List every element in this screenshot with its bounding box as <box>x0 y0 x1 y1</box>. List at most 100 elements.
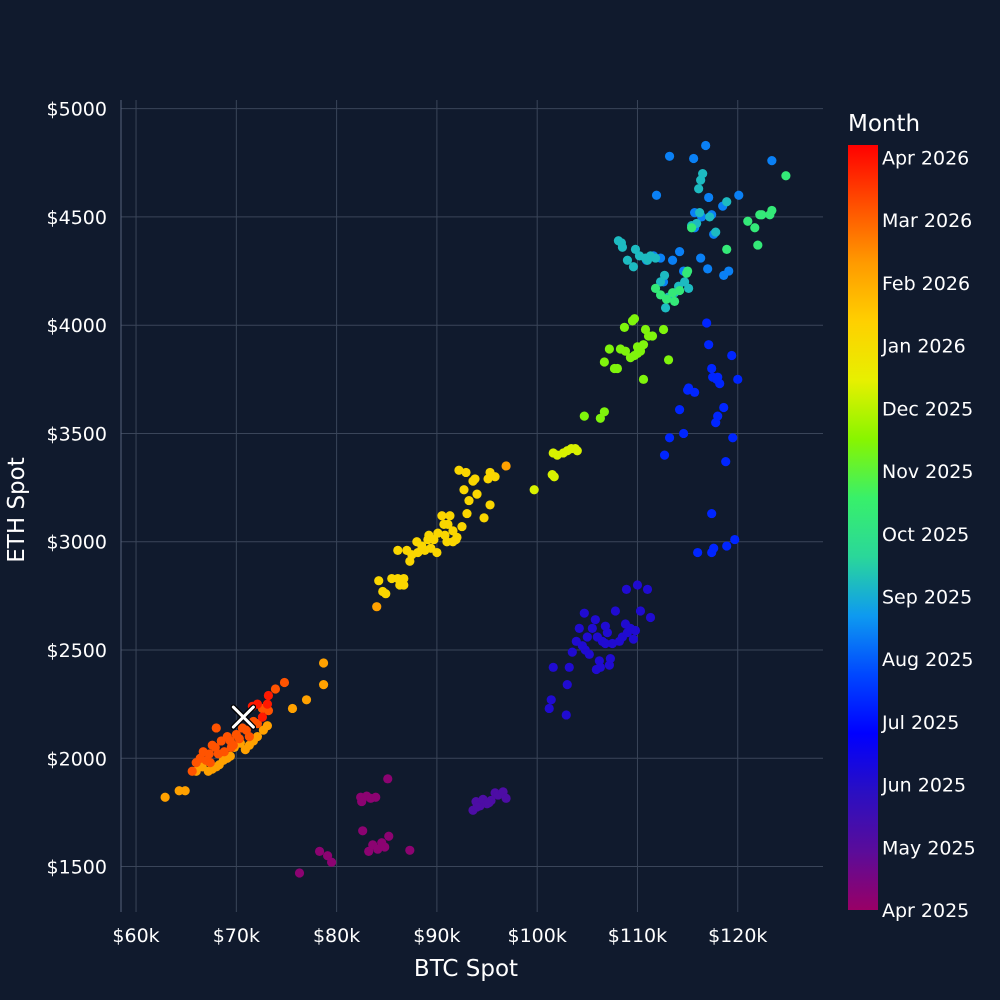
colorbar-tick-label: Feb 2026 <box>882 273 970 295</box>
data-point <box>767 205 777 216</box>
y-tick-label: $3000 <box>47 532 107 554</box>
data-point <box>262 721 273 731</box>
data-point <box>600 638 610 649</box>
data-point <box>667 288 678 298</box>
data-point <box>595 413 605 423</box>
data-point <box>679 428 689 439</box>
data-point <box>424 530 434 540</box>
colorbar-tick-label: Mar 2026 <box>882 210 972 232</box>
data-point <box>462 508 472 519</box>
data-point <box>262 699 273 709</box>
data-point <box>642 255 653 265</box>
color-scale-legend: Month Apr 2025 May 2025 Jun 2025 Jul 2025 Au… <box>848 111 976 922</box>
data-point <box>180 786 190 796</box>
data-point <box>412 537 422 547</box>
data-point <box>234 734 244 744</box>
data-point <box>529 485 539 495</box>
data-point <box>610 606 621 616</box>
colorbar-tick-label: Apr 2026 <box>882 148 969 170</box>
data-point <box>612 363 623 374</box>
data-point <box>384 831 394 841</box>
data-point <box>757 210 767 220</box>
data-point <box>727 350 737 361</box>
data-point <box>696 175 706 185</box>
data-point <box>701 140 711 151</box>
data-point <box>562 680 572 690</box>
data-point <box>628 634 639 644</box>
data-point <box>722 541 732 551</box>
data-point <box>709 543 719 553</box>
data-point <box>399 573 409 584</box>
data-point <box>211 723 221 733</box>
data-point <box>728 433 738 443</box>
data-point <box>694 184 704 194</box>
data-point <box>579 411 589 421</box>
data-point <box>459 485 469 495</box>
data-point <box>638 340 649 350</box>
data-point <box>572 446 582 456</box>
data-point <box>674 405 685 415</box>
data-point <box>294 868 305 878</box>
data-point <box>667 255 678 265</box>
data-point <box>650 253 661 263</box>
data-point <box>753 240 763 250</box>
data-point <box>380 842 390 852</box>
data-point <box>461 467 471 478</box>
data-point <box>767 156 777 166</box>
data-point <box>219 747 229 757</box>
data-point <box>721 457 731 467</box>
data-point <box>574 623 584 633</box>
data-point <box>622 255 633 265</box>
data-point <box>730 534 740 545</box>
data-point <box>318 680 329 690</box>
data-point <box>546 695 556 705</box>
data-point <box>599 357 609 367</box>
data-point <box>704 340 714 350</box>
data-point <box>674 285 685 296</box>
data-point <box>619 322 630 332</box>
colorbar-tick-label: Sep 2025 <box>882 586 972 608</box>
data-point <box>472 802 482 812</box>
colorbar-tick-label: Aug 2025 <box>882 649 974 671</box>
data-point <box>615 344 626 354</box>
data-point <box>693 547 703 558</box>
data-point <box>704 192 714 203</box>
current-point-marker <box>230 704 257 730</box>
colorbar-tick-label: Oct 2025 <box>882 524 969 546</box>
series-may-2025 <box>468 787 511 815</box>
series-oct-2025 <box>650 171 791 306</box>
data-point <box>204 749 214 759</box>
data-point <box>661 294 672 304</box>
data-point <box>664 433 675 443</box>
y-tick-label: $3500 <box>47 423 107 445</box>
x-axis-ticks: $60k $70k $80k $90k $100k $110k $120k <box>112 925 767 947</box>
data-point <box>659 450 670 460</box>
data-point <box>405 845 415 855</box>
data-point <box>485 500 495 510</box>
data-point <box>544 703 554 714</box>
y-tick-label: $2500 <box>47 640 107 662</box>
colorbar <box>848 145 878 910</box>
data-point <box>684 383 694 393</box>
highlight-x-icon <box>231 705 255 729</box>
data-point <box>433 528 443 538</box>
data-point <box>457 521 467 532</box>
data-point <box>501 793 511 803</box>
data-point <box>263 690 274 701</box>
series-apr-2025 <box>294 774 415 878</box>
data-point <box>372 602 382 612</box>
data-point <box>160 792 170 802</box>
data-point <box>358 826 368 836</box>
x-tick-label: $110k <box>608 925 667 947</box>
data-point <box>464 495 474 506</box>
x-tick-label: $100k <box>508 925 567 947</box>
data-point <box>703 264 713 274</box>
y-tick-label: $4000 <box>47 315 107 337</box>
data-point <box>383 774 393 784</box>
data-point <box>660 303 671 313</box>
data-point <box>711 227 721 237</box>
data-point <box>750 223 760 233</box>
data-point <box>432 547 442 558</box>
data-point <box>651 190 662 200</box>
data-point <box>501 461 511 471</box>
